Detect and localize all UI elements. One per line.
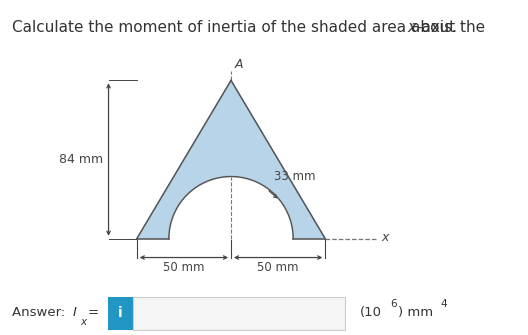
Text: -axis.: -axis. — [416, 20, 457, 35]
Bar — [133, 297, 345, 330]
Text: x: x — [382, 231, 389, 244]
Polygon shape — [137, 80, 325, 239]
Text: 84 mm: 84 mm — [59, 153, 103, 166]
Text: =: = — [88, 306, 99, 319]
Text: Answer:: Answer: — [12, 306, 70, 319]
Text: ) mm: ) mm — [398, 306, 433, 319]
Polygon shape — [169, 177, 293, 239]
Text: x: x — [80, 317, 86, 327]
Bar — [108, 297, 133, 330]
Text: 33 mm: 33 mm — [275, 171, 316, 184]
Text: 6: 6 — [390, 298, 397, 309]
Text: I: I — [73, 306, 77, 319]
Text: i: i — [118, 306, 123, 320]
Text: A: A — [235, 58, 243, 71]
Text: (10: (10 — [360, 306, 382, 319]
Text: 4: 4 — [440, 298, 447, 309]
Text: 50 mm: 50 mm — [163, 261, 205, 274]
Text: x: x — [407, 20, 416, 35]
Text: 50 mm: 50 mm — [257, 261, 299, 274]
Text: Calculate the moment of inertia of the shaded area about the: Calculate the moment of inertia of the s… — [12, 20, 490, 35]
